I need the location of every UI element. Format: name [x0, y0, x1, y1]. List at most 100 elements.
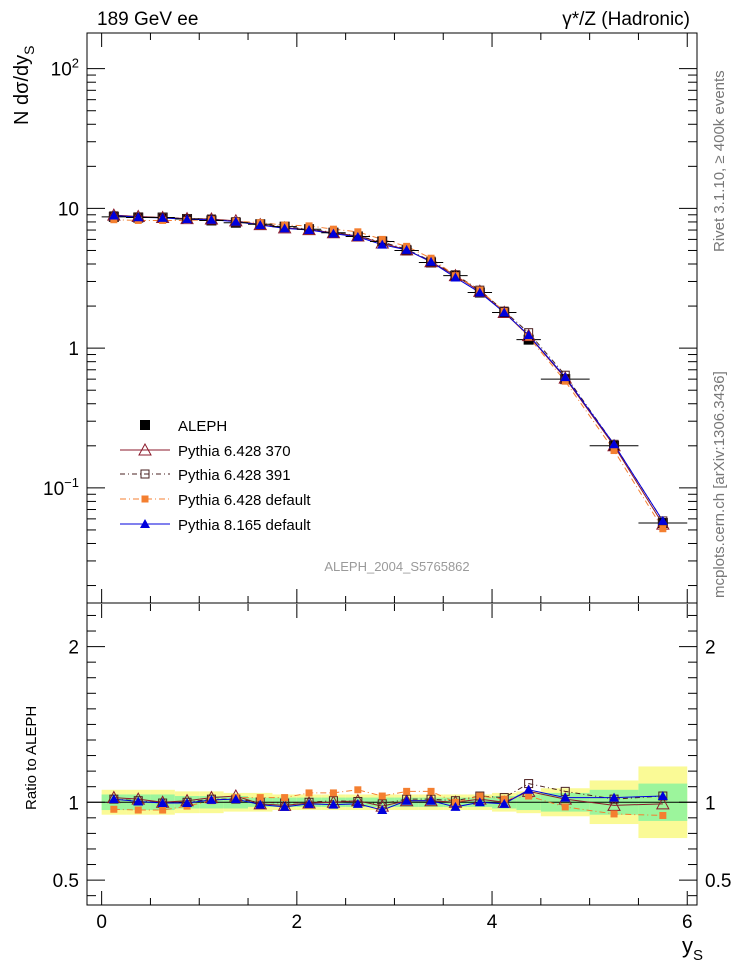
legend: ALEPH Pythia 6.428 370 Pythia 6.428 391 Pyt… — [120, 418, 311, 534]
ratio-series-point — [474, 797, 485, 807]
ratio-series-point — [655, 796, 670, 810]
legend-marker — [140, 469, 150, 479]
ratio-series-point — [609, 792, 620, 802]
ratio-series-line — [113, 789, 663, 816]
ratio-series-point — [401, 795, 412, 805]
rivet-label: Rivet 3.1.10, ≥ 400k events — [711, 70, 728, 252]
main-series-point — [657, 515, 668, 525]
ratio-series-point — [159, 806, 167, 814]
main-series-point — [230, 216, 241, 226]
main-series-point — [328, 228, 339, 238]
x-axis-label: yS — [682, 933, 703, 964]
main-series-point — [610, 447, 618, 455]
ratio-y-tick-label-right: 0.5 — [705, 871, 731, 892]
ratio-series-point — [610, 810, 618, 818]
main-y-tick-exp: −1 — [64, 475, 79, 490]
ratio-series-point — [378, 792, 386, 800]
ratio-series-point — [157, 798, 168, 808]
ratio-series-point — [182, 798, 193, 808]
x-axis-label-sub: S — [693, 947, 703, 964]
main-y-tick-label: 10 — [58, 199, 79, 220]
ratio-series-point — [134, 806, 142, 814]
ratio-series-point — [561, 803, 569, 811]
series-layer — [101, 208, 688, 819]
ratio-series-point — [476, 792, 484, 800]
ratio-series-point — [523, 784, 534, 794]
x-tick-label: 6 — [682, 912, 693, 933]
mcplots-label: mcplots.cern.ch [arXiv:1306.3436] — [711, 371, 728, 598]
title-right: γ*/Z (Hadronic) — [562, 9, 690, 30]
main-series-point — [255, 220, 266, 230]
analysis-label: ALEPH_2004_S5765862 — [324, 559, 469, 574]
main-series-point — [133, 212, 144, 222]
legend-label: Pythia 8.165 default — [178, 517, 311, 534]
ratio-series-point — [304, 798, 315, 808]
legend-marker — [141, 495, 149, 503]
ratio-y-tick-label-right: 2 — [705, 638, 716, 659]
main-series-point — [561, 377, 569, 385]
x-tick-label: 4 — [487, 912, 498, 933]
ratio-series-point — [377, 805, 388, 815]
ratio-series-point — [253, 796, 268, 810]
legend-marker — [140, 420, 150, 430]
main-series-point — [157, 212, 168, 222]
main-series-point — [350, 228, 365, 242]
ratio-series-point — [255, 799, 266, 809]
ratio-series-point — [426, 795, 437, 805]
main-y-tick-label: 102 — [51, 56, 79, 81]
legend-label: Pythia 6.428 370 — [178, 443, 291, 460]
ratio-series-point — [607, 798, 621, 811]
main-series-point — [474, 287, 485, 297]
ratio-series-point — [427, 787, 435, 795]
ratio-plot-frame — [86, 602, 698, 906]
legend-marker — [138, 442, 152, 456]
ratio-series-point — [424, 793, 438, 807]
ratio-series-point — [403, 787, 411, 795]
ratio-series-point — [499, 798, 510, 808]
main-series-point — [352, 231, 363, 241]
main-series-line — [113, 215, 664, 522]
ratio-series-point — [230, 794, 241, 804]
main-series-point — [609, 439, 620, 449]
ratio-series-point — [657, 791, 668, 801]
ratio-series-point — [281, 794, 289, 802]
main-series-point — [401, 244, 412, 254]
ratio-series-point — [560, 792, 571, 802]
legend-label: Pythia 6.428 391 — [178, 467, 291, 484]
main-series-point — [378, 235, 386, 243]
ratio-series-point — [108, 794, 119, 804]
ratio-series-point — [256, 794, 264, 802]
ratio-series-point — [110, 805, 118, 813]
main-series-point — [426, 256, 437, 266]
main-series-point — [450, 272, 461, 282]
ratio-series-point — [133, 796, 144, 806]
main-series-point — [354, 228, 362, 236]
ratio-series-point — [399, 793, 414, 807]
ratio-y-tick-label-left: 0.5 — [53, 871, 79, 892]
main-series-point — [304, 225, 315, 235]
title-left: 189 GeV ee — [97, 9, 198, 30]
ratio-series-point — [354, 786, 362, 794]
main-series-point — [206, 214, 217, 224]
ratio-series-point — [206, 794, 217, 804]
main-series-point — [110, 216, 118, 224]
ratio-y-tick-label-right: 1 — [705, 793, 716, 814]
ratio-y-tick-label-left: 2 — [68, 638, 79, 659]
main-series-point — [499, 307, 510, 317]
ratio-series-point — [525, 792, 533, 800]
ratio-series-point — [305, 789, 313, 797]
main-y-axis-label-text: N dσ/dy — [11, 55, 33, 125]
ratio-series-point — [450, 801, 461, 811]
main-series-point — [108, 210, 119, 220]
ratio-series-point — [659, 811, 667, 819]
ratio-series-point — [352, 798, 363, 808]
main-series-point — [182, 214, 193, 224]
main-y-tick-base: 10 — [43, 479, 64, 500]
main-y-axis-label: N dσ/dyS — [11, 46, 37, 126]
main-y-tick-label: 1 — [68, 339, 79, 360]
ratio-series-point — [329, 789, 337, 797]
main-series-point — [523, 330, 534, 340]
